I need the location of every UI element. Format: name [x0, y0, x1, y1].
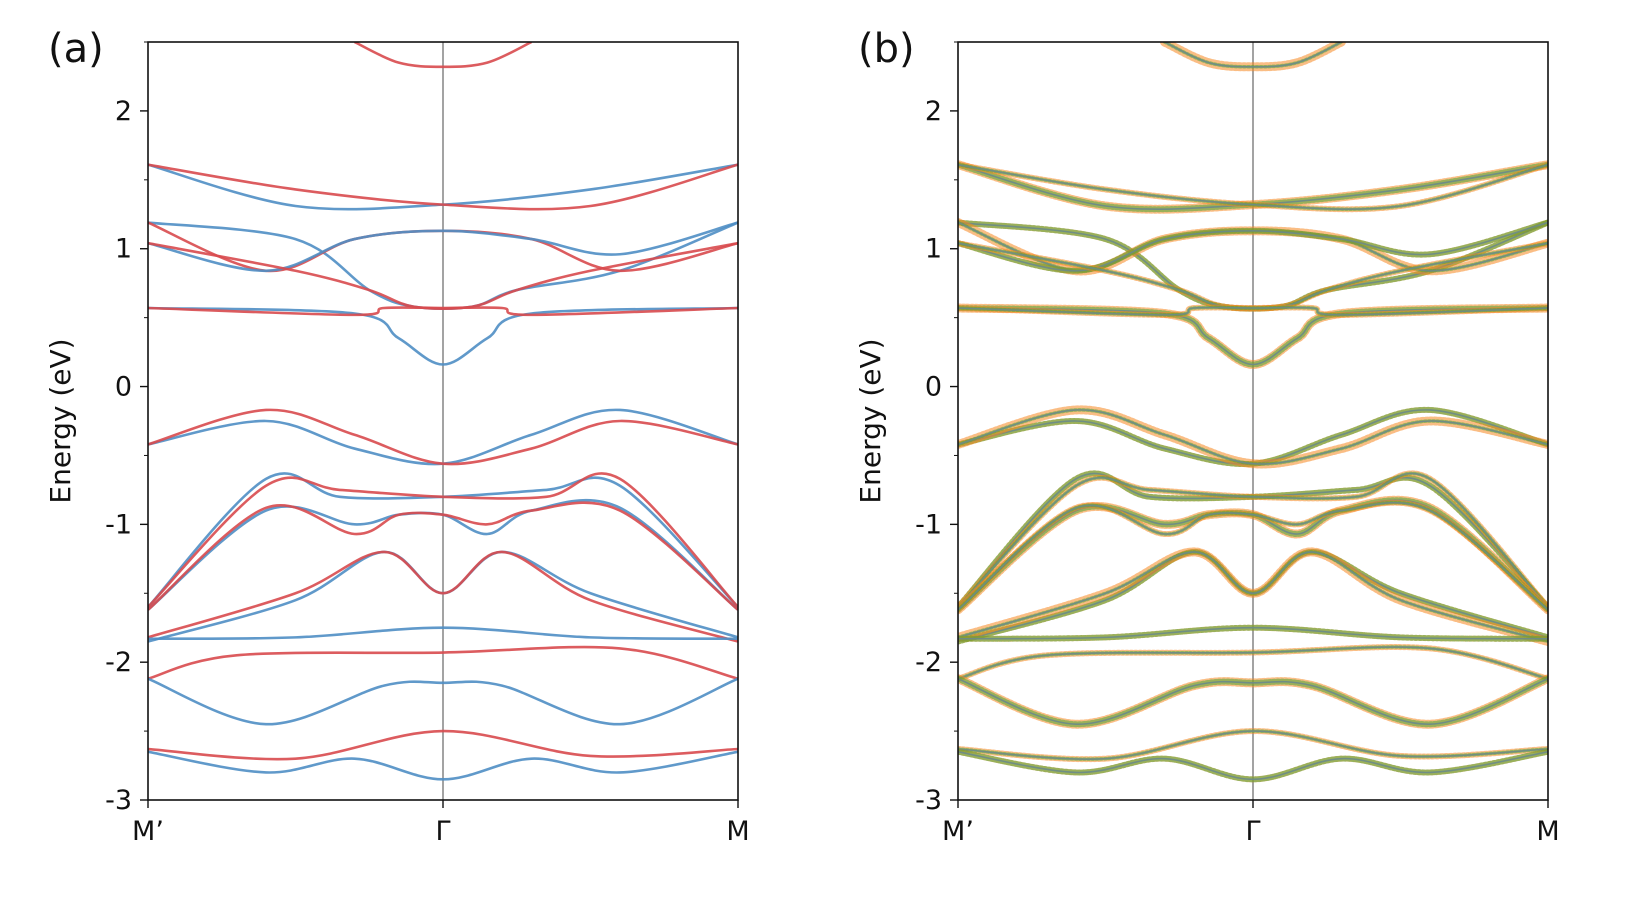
- y-tick-label: 1: [115, 234, 132, 265]
- panel-a: (a) Energy (eV) -3 -2 -1 0 1 2 M’ Γ M: [0, 0, 820, 907]
- band-line: [148, 501, 738, 611]
- band-line: [353, 42, 533, 69]
- x-tick-label: M’: [132, 816, 164, 847]
- band-line: [958, 472, 1548, 608]
- series-group: [958, 42, 1548, 800]
- y-axis-label: Energy (eV): [854, 338, 887, 503]
- band-line: [958, 221, 1548, 272]
- band-line: [148, 306, 738, 366]
- band-structure-chart-a: (a) Energy (eV) -3 -2 -1 0 1 2 M’ Γ M: [44, 26, 750, 847]
- y-tick-label: -3: [915, 785, 942, 816]
- band-line: [958, 163, 1548, 211]
- band-line: [148, 306, 738, 317]
- band-line: [958, 677, 1548, 726]
- band-line: [148, 645, 738, 680]
- x-tick-label: M: [1536, 816, 1559, 847]
- series-group: [148, 42, 738, 800]
- y-tick-label: -1: [915, 509, 942, 540]
- y-tick-label: -2: [915, 647, 942, 678]
- band-line: [148, 677, 738, 726]
- band-line: [958, 501, 1548, 611]
- band-line: [148, 472, 738, 608]
- y-tick-label: 0: [115, 372, 132, 403]
- band-line: [148, 408, 738, 466]
- x-tick-label: M: [726, 816, 749, 847]
- x-tick-label: Γ: [435, 816, 450, 847]
- band-line: [958, 646, 1548, 680]
- band-line: [958, 409, 1548, 465]
- panel-b: (b) Energy (eV) -3 -2 -1 0 1 2 M’ Γ M: [810, 0, 1630, 907]
- band-line: [958, 750, 1548, 781]
- band-line: [958, 306, 1548, 316]
- y-tick-label: 1: [925, 234, 942, 265]
- band-line: [148, 221, 738, 273]
- band-line: [148, 729, 738, 761]
- panel-label: (a): [48, 26, 104, 72]
- panel-label: (b): [858, 26, 915, 72]
- y-tick-label: -1: [105, 509, 132, 540]
- band-line: [148, 750, 738, 781]
- band-line: [148, 626, 738, 641]
- y-tick-label: -3: [105, 785, 132, 816]
- y-tick-label: -2: [105, 647, 132, 678]
- band-line: [1164, 42, 1342, 68]
- x-tick-label: M’: [942, 816, 974, 847]
- band-line: [148, 550, 738, 643]
- band-line: [958, 626, 1548, 640]
- y-tick-label: 2: [925, 96, 942, 127]
- band-line: [148, 163, 738, 211]
- band-line: [958, 551, 1548, 643]
- y-axis-label: Energy (eV): [44, 338, 77, 503]
- x-tick-label: Γ: [1245, 816, 1260, 847]
- band-line: [958, 730, 1548, 760]
- band-structure-chart-b: (b) Energy (eV) -3 -2 -1 0 1 2 M’ Γ M: [854, 26, 1560, 847]
- band-line: [958, 307, 1548, 366]
- y-tick-label: 0: [925, 372, 942, 403]
- y-tick-label: 2: [115, 96, 132, 127]
